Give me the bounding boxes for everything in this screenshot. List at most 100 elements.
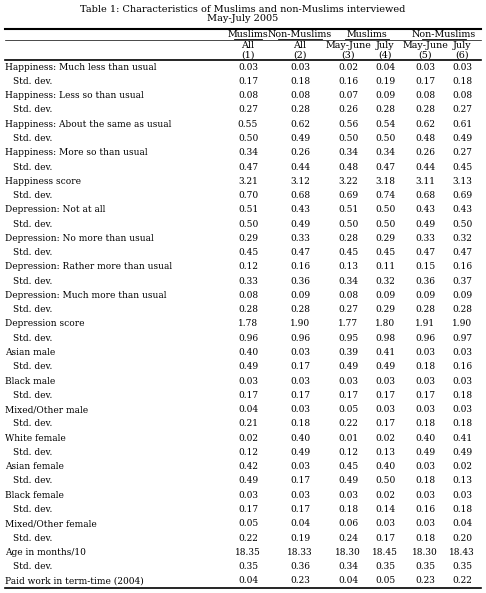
Text: 0.17: 0.17 bbox=[375, 391, 395, 400]
Text: 0.03: 0.03 bbox=[290, 405, 310, 414]
Text: 0.28: 0.28 bbox=[290, 106, 310, 114]
Text: 0.16: 0.16 bbox=[290, 263, 310, 272]
Text: 0.49: 0.49 bbox=[415, 219, 435, 229]
Text: 0.03: 0.03 bbox=[452, 63, 472, 72]
Text: Depression: Much more than usual: Depression: Much more than usual bbox=[5, 291, 167, 300]
Text: Black male: Black male bbox=[5, 377, 55, 385]
Text: 0.20: 0.20 bbox=[452, 534, 472, 543]
Text: 0.17: 0.17 bbox=[238, 505, 258, 514]
Text: Std. dev.: Std. dev. bbox=[13, 248, 52, 257]
Text: 1.91: 1.91 bbox=[415, 320, 435, 329]
Text: Asian female: Asian female bbox=[5, 462, 64, 471]
Text: 0.04: 0.04 bbox=[290, 519, 310, 528]
Text: 0.28: 0.28 bbox=[238, 305, 258, 314]
Text: Happiness: About the same as usual: Happiness: About the same as usual bbox=[5, 120, 172, 129]
Text: May-July 2005: May-July 2005 bbox=[208, 14, 278, 23]
Text: 0.03: 0.03 bbox=[452, 348, 472, 357]
Text: Std. dev.: Std. dev. bbox=[13, 305, 52, 314]
Text: All: All bbox=[294, 40, 307, 49]
Text: 0.18: 0.18 bbox=[452, 391, 472, 400]
Text: 0.40: 0.40 bbox=[375, 462, 395, 471]
Text: 0.49: 0.49 bbox=[338, 476, 358, 486]
Text: 0.03: 0.03 bbox=[290, 377, 310, 385]
Text: 0.12: 0.12 bbox=[238, 448, 258, 457]
Text: 0.95: 0.95 bbox=[338, 334, 358, 343]
Text: 0.05: 0.05 bbox=[238, 519, 258, 528]
Text: 0.34: 0.34 bbox=[375, 148, 395, 157]
Text: 0.17: 0.17 bbox=[415, 391, 435, 400]
Text: 0.50: 0.50 bbox=[375, 219, 395, 229]
Text: 0.56: 0.56 bbox=[338, 120, 358, 129]
Text: 0.96: 0.96 bbox=[415, 334, 435, 343]
Text: 0.26: 0.26 bbox=[415, 148, 435, 157]
Text: 0.61: 0.61 bbox=[452, 120, 472, 129]
Text: Std. dev.: Std. dev. bbox=[13, 562, 52, 571]
Text: 0.50: 0.50 bbox=[338, 219, 358, 229]
Text: 0.04: 0.04 bbox=[375, 63, 395, 72]
Text: Happiness: Less so than usual: Happiness: Less so than usual bbox=[5, 91, 144, 100]
Text: 0.49: 0.49 bbox=[290, 448, 310, 457]
Text: 0.62: 0.62 bbox=[290, 120, 310, 129]
Text: 0.49: 0.49 bbox=[238, 476, 258, 486]
Text: Std. dev.: Std. dev. bbox=[13, 134, 52, 143]
Text: 0.97: 0.97 bbox=[452, 334, 472, 343]
Text: 0.03: 0.03 bbox=[290, 63, 310, 72]
Text: Std. dev.: Std. dev. bbox=[13, 448, 52, 457]
Text: (4): (4) bbox=[378, 50, 392, 59]
Text: 0.49: 0.49 bbox=[238, 362, 258, 371]
Text: 0.96: 0.96 bbox=[290, 334, 310, 343]
Text: 0.03: 0.03 bbox=[375, 405, 395, 414]
Text: 0.43: 0.43 bbox=[290, 205, 310, 214]
Text: 3.11: 3.11 bbox=[415, 177, 435, 186]
Text: 0.08: 0.08 bbox=[238, 91, 258, 100]
Text: 0.22: 0.22 bbox=[338, 419, 358, 428]
Text: 0.40: 0.40 bbox=[290, 433, 310, 442]
Text: 0.03: 0.03 bbox=[415, 405, 435, 414]
Text: 0.02: 0.02 bbox=[375, 433, 395, 442]
Text: Std. dev.: Std. dev. bbox=[13, 505, 52, 514]
Text: 0.03: 0.03 bbox=[375, 519, 395, 528]
Text: 0.41: 0.41 bbox=[375, 348, 395, 357]
Text: 0.04: 0.04 bbox=[238, 405, 258, 414]
Text: 0.40: 0.40 bbox=[415, 433, 435, 442]
Text: 0.98: 0.98 bbox=[375, 334, 395, 343]
Text: 0.22: 0.22 bbox=[238, 534, 258, 543]
Text: 0.27: 0.27 bbox=[452, 106, 472, 114]
Text: 0.03: 0.03 bbox=[415, 462, 435, 471]
Text: 0.47: 0.47 bbox=[415, 248, 435, 257]
Text: 0.24: 0.24 bbox=[338, 534, 358, 543]
Text: 0.08: 0.08 bbox=[338, 291, 358, 300]
Text: Table 1: Characteristics of Muslims and non-Muslims interviewed: Table 1: Characteristics of Muslims and … bbox=[80, 5, 406, 14]
Text: 0.18: 0.18 bbox=[452, 505, 472, 514]
Text: 18.43: 18.43 bbox=[449, 548, 475, 557]
Text: 0.45: 0.45 bbox=[375, 248, 395, 257]
Text: 0.03: 0.03 bbox=[338, 491, 358, 500]
Text: 1.78: 1.78 bbox=[238, 320, 258, 329]
Text: 0.03: 0.03 bbox=[415, 348, 435, 357]
Text: 3.12: 3.12 bbox=[290, 177, 310, 186]
Text: All: All bbox=[242, 40, 255, 49]
Text: 0.26: 0.26 bbox=[338, 106, 358, 114]
Text: Std. dev.: Std. dev. bbox=[13, 162, 52, 171]
Text: 0.16: 0.16 bbox=[415, 505, 435, 514]
Text: Happiness score: Happiness score bbox=[5, 177, 81, 186]
Text: 0.13: 0.13 bbox=[375, 448, 395, 457]
Text: 0.45: 0.45 bbox=[452, 162, 472, 171]
Text: 0.03: 0.03 bbox=[338, 377, 358, 385]
Text: 3.21: 3.21 bbox=[238, 177, 258, 186]
Text: 0.45: 0.45 bbox=[238, 248, 258, 257]
Text: (5): (5) bbox=[418, 50, 432, 59]
Text: 0.03: 0.03 bbox=[415, 519, 435, 528]
Text: 0.28: 0.28 bbox=[290, 305, 310, 314]
Text: 0.62: 0.62 bbox=[415, 120, 435, 129]
Text: 0.28: 0.28 bbox=[415, 106, 435, 114]
Text: 0.41: 0.41 bbox=[452, 433, 472, 442]
Text: 0.16: 0.16 bbox=[452, 362, 472, 371]
Text: 18.30: 18.30 bbox=[412, 548, 438, 557]
Text: 0.21: 0.21 bbox=[238, 419, 258, 428]
Text: 0.02: 0.02 bbox=[375, 491, 395, 500]
Text: 0.29: 0.29 bbox=[238, 234, 258, 243]
Text: 0.08: 0.08 bbox=[290, 91, 310, 100]
Text: 0.01: 0.01 bbox=[338, 433, 358, 442]
Text: 0.03: 0.03 bbox=[290, 491, 310, 500]
